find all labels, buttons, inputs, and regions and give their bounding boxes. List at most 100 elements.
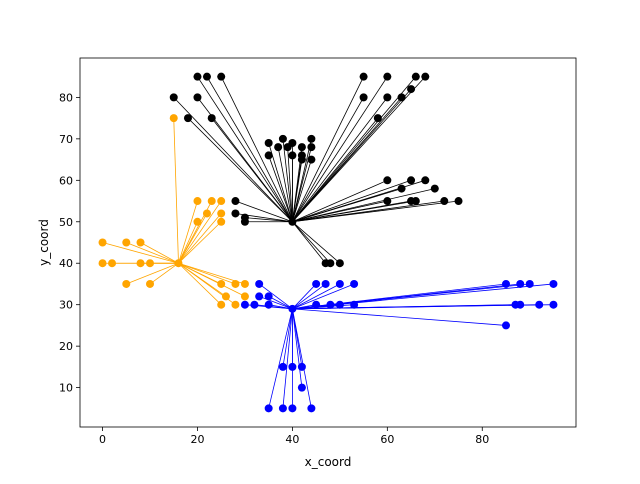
data-point (397, 93, 406, 102)
connection-line (178, 221, 222, 264)
connection-line (292, 283, 355, 310)
connection-line (292, 76, 364, 222)
data-point (240, 292, 249, 301)
data-point (146, 279, 155, 288)
data-point (307, 143, 316, 152)
x-tick-label: 20 (190, 433, 204, 446)
data-point (397, 184, 406, 193)
data-point (430, 184, 439, 193)
y-tick-label: 80 (59, 91, 73, 104)
connection-line (211, 117, 293, 223)
data-point (202, 72, 211, 81)
cluster-centers (174, 217, 297, 313)
data-point (288, 151, 297, 160)
axes-frame (79, 57, 577, 428)
connection-line (268, 304, 293, 310)
data-point (231, 197, 240, 206)
data-point (169, 93, 178, 102)
connection-line (292, 179, 388, 223)
connection-line (268, 308, 293, 409)
connection-line (244, 217, 293, 223)
y-tick-label: 50 (59, 216, 73, 229)
connection-line (292, 221, 341, 264)
data-point (136, 238, 145, 247)
connection-line (282, 308, 293, 409)
data-point (250, 300, 259, 309)
data-point (307, 155, 316, 164)
connection-line (292, 308, 303, 388)
data-point (297, 143, 306, 152)
connection-line (292, 200, 459, 223)
data-point (516, 300, 525, 309)
connection-line (258, 283, 293, 310)
x-tick-label: 40 (285, 433, 299, 446)
connection-line (178, 200, 222, 264)
connection-line (292, 76, 388, 222)
data-point (264, 138, 273, 147)
data-point (207, 197, 216, 206)
data-point (136, 259, 145, 268)
data-point (350, 279, 359, 288)
connection-line (149, 262, 179, 285)
connection-line (178, 213, 222, 264)
connection-line (292, 76, 417, 223)
connection-line (268, 155, 293, 222)
data-point (297, 362, 306, 371)
data-point (278, 134, 287, 143)
y-axis-label: y_coord (37, 219, 51, 266)
y-tick-label: 30 (59, 299, 73, 312)
data-point (278, 404, 287, 413)
data-point (217, 217, 226, 226)
data-point (217, 209, 226, 218)
x-axis-label: x_coord (305, 455, 352, 469)
connection-line (206, 76, 293, 222)
connection-line (292, 308, 312, 409)
data-point (217, 300, 226, 309)
axis-ticks: 0 20 40 60 80 10 20 30 40 50 60 70 80 (59, 91, 489, 446)
y-tick-label: 40 (59, 257, 73, 270)
connection-line (277, 147, 293, 222)
data-point (321, 279, 330, 288)
connection-line (187, 117, 293, 223)
data-point (240, 279, 249, 288)
x-tick-label: 0 (99, 433, 106, 446)
data-point (288, 362, 297, 371)
data-point (501, 321, 510, 330)
data-points (98, 72, 558, 413)
connection-line (197, 76, 293, 222)
data-point (335, 300, 344, 309)
data-point (549, 300, 558, 309)
data-point (359, 72, 368, 81)
data-point (207, 114, 216, 123)
connection-line (178, 262, 222, 305)
connection-line (292, 179, 412, 223)
data-point (549, 279, 558, 288)
data-point (193, 72, 202, 81)
cluster-center (288, 217, 297, 226)
connection-line (178, 200, 198, 264)
connection-line (282, 308, 293, 367)
data-point (146, 259, 155, 268)
connection-line (220, 76, 293, 222)
connection-line (292, 117, 379, 223)
connection-line (140, 242, 179, 264)
y-tick-label: 70 (59, 133, 73, 146)
y-tick-label: 60 (59, 174, 73, 187)
connection-line (235, 200, 293, 223)
data-point (373, 114, 382, 123)
data-point (98, 238, 107, 247)
connection-line (292, 221, 331, 264)
data-point (122, 238, 131, 247)
data-point (359, 93, 368, 102)
data-point (217, 279, 226, 288)
cluster-center (288, 304, 297, 313)
data-point (288, 138, 297, 147)
data-point (202, 209, 211, 218)
data-point (231, 209, 240, 218)
data-point (516, 279, 525, 288)
connection-line (287, 147, 293, 222)
y-tick-label: 20 (59, 340, 73, 353)
data-point (221, 292, 230, 301)
data-point (383, 72, 392, 81)
